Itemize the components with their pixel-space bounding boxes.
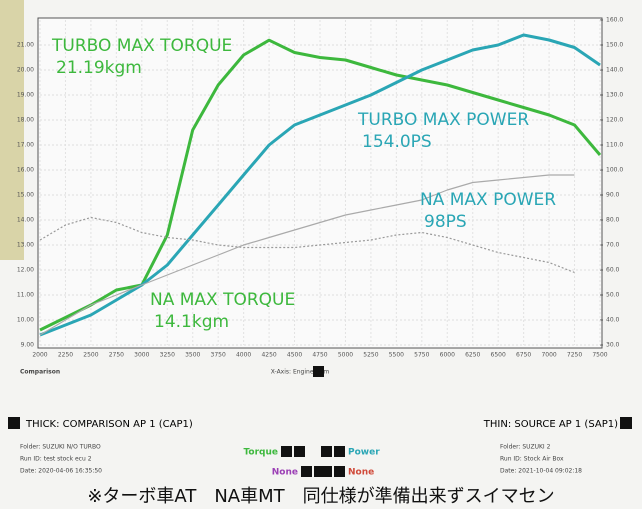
legend-swatch — [281, 446, 292, 457]
legend-swatch — [321, 446, 332, 457]
y-tick-label: 18.00 — [17, 117, 34, 124]
y2-tick-label: 150.0 — [606, 42, 623, 49]
annotation-detail: 14.1kgm — [154, 312, 229, 332]
y-tick-label: 13.00 — [17, 242, 34, 249]
legend-thick: THICK: COMPARISON AP 1 (CAP1) — [25, 419, 193, 430]
x-tick-label: 5750 — [414, 352, 429, 359]
legend-swatch — [301, 466, 312, 477]
run-info: Folder: SUZUKI 2 — [500, 444, 551, 451]
legend-swatch — [314, 466, 325, 477]
y-tick-label: 11.00 — [17, 292, 34, 299]
y2-tick-label: 100.0 — [606, 167, 623, 174]
x-tick-label: 4250 — [261, 352, 276, 359]
y2-tick-label: 130.0 — [606, 92, 623, 99]
annotation: NA MAX TORQUE — [150, 290, 295, 310]
y-tick-label: 12.00 — [17, 267, 34, 274]
x-tick-label: 4000 — [236, 352, 251, 359]
y2-tick-label: 140.0 — [606, 67, 623, 74]
icon — [620, 417, 632, 429]
x-tick-label: 5250 — [363, 352, 378, 359]
y-tick-label: 19.00 — [17, 92, 34, 99]
x-tick-label: 6250 — [465, 352, 480, 359]
y-tick-label: 16.00 — [17, 167, 34, 174]
legend-entry: Torque — [243, 448, 278, 458]
annotation: NA MAX POWER — [420, 190, 556, 210]
y2-tick-label: 30.0 — [606, 342, 620, 349]
annotation: TURBO MAX POWER — [357, 110, 529, 130]
y2-tick-label: 80.0 — [606, 217, 620, 224]
run-info: Folder: SUZUKI N/O TURBO — [20, 444, 101, 451]
y2-tick-label: 110.0 — [606, 142, 623, 149]
x-tick-label: 6000 — [440, 352, 455, 359]
y-tick-label: 10.00 — [17, 317, 34, 324]
legend-swatch — [334, 446, 345, 457]
legend-swatch — [334, 466, 345, 477]
series-line — [39, 174, 575, 336]
series-line — [39, 33, 601, 337]
y2-tick-label: 70.0 — [606, 242, 620, 249]
x-tick-label: 4750 — [312, 352, 327, 359]
y-tick-label: 9.00 — [21, 342, 35, 349]
photo-strip — [0, 0, 24, 260]
x-tick-label: 5500 — [389, 352, 404, 359]
y2-tick-label: 60.0 — [606, 267, 620, 274]
run-info: Date: 2020-04-06 16:35:50 — [20, 468, 102, 475]
annotation: TURBO MAX TORQUE — [51, 36, 232, 56]
run-info: Run ID: test stock ecu 2 — [20, 456, 92, 463]
series-line — [39, 216, 575, 274]
icon — [8, 417, 20, 429]
run-info: Date: 2021-10-04 09:02:18 — [500, 468, 582, 475]
x-tick-label: 2000 — [32, 352, 47, 359]
y2-tick-label: 40.0 — [606, 317, 620, 324]
y2-tick-label: 50.0 — [606, 292, 620, 299]
footer-left: Comparison — [20, 369, 60, 376]
x-tick-label: 7500 — [592, 352, 607, 359]
legend-entry: Power — [348, 448, 380, 458]
x-tick-label: 3250 — [160, 352, 175, 359]
series-line — [39, 38, 602, 332]
x-tick-label: 6750 — [516, 352, 531, 359]
run-info: Run ID: Stock Air Box — [500, 456, 564, 463]
x-tick-label: 2750 — [109, 352, 124, 359]
y-tick-label: 17.00 — [17, 142, 34, 149]
x-tick-label: 3500 — [185, 352, 200, 359]
x-tick-label: 3750 — [211, 352, 226, 359]
legend-swatch — [321, 466, 332, 477]
icon — [313, 366, 324, 377]
x-tick-label: 2250 — [58, 352, 73, 359]
y-tick-label: 21.00 — [17, 42, 34, 49]
x-tick-label: 7000 — [541, 352, 556, 359]
legend-swatch — [294, 446, 305, 457]
x-tick-label: 7250 — [567, 352, 582, 359]
annotation-detail: 98PS — [424, 212, 467, 232]
x-tick-label: 3000 — [134, 352, 149, 359]
legend-entry: None — [348, 468, 374, 478]
y2-tick-label: 90.0 — [606, 192, 620, 199]
x-tick-label: 6500 — [491, 352, 506, 359]
y-tick-label: 20.00 — [17, 67, 34, 74]
note: ※ターボ車AT NA車MT 同仕様が準備出来ずスイマセン — [87, 486, 554, 507]
y-tick-label: 14.00 — [17, 217, 34, 224]
y2-tick-label: 160.0 — [606, 17, 623, 24]
x-axis-label: X-Axis: Engine Rpm — [271, 369, 330, 376]
x-tick-label: 2500 — [83, 352, 98, 359]
annotation-detail: 154.0PS — [362, 132, 432, 152]
annotation-detail: 21.19kgm — [56, 58, 142, 78]
legend-entry: None — [272, 468, 298, 478]
legend-thin: THIN: SOURCE AP 1 (SAP1) — [483, 419, 618, 430]
y2-tick-label: 120.0 — [606, 117, 623, 124]
y-tick-label: 15.00 — [17, 192, 34, 199]
x-tick-label: 5000 — [338, 352, 353, 359]
x-tick-label: 4500 — [287, 352, 302, 359]
